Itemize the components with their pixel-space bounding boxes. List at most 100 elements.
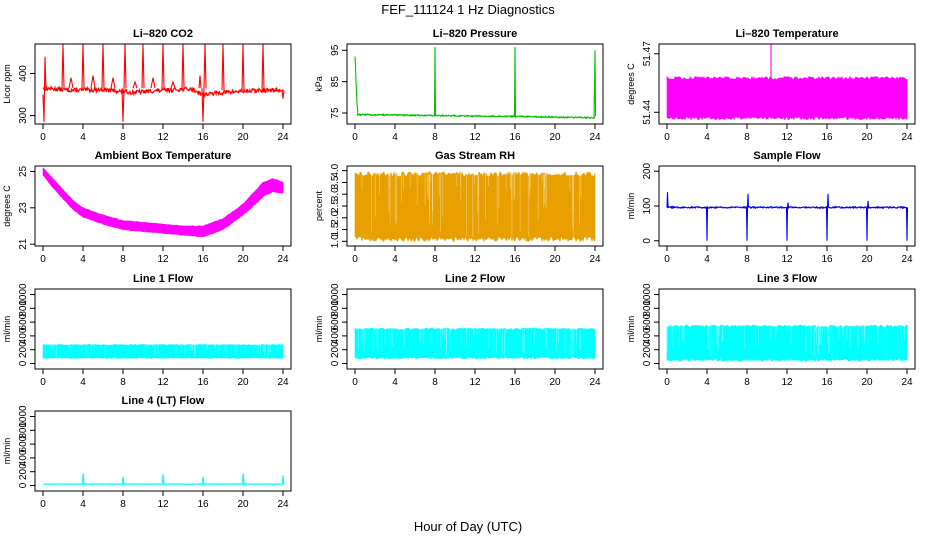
ambient-xtick-label: 0 <box>40 254 46 265</box>
line2-xtick-label: 0 <box>352 377 358 388</box>
line2-band <box>354 327 596 360</box>
panel-line4: Line 4 (LT) Flow 0 4 8 12 16 20 24 0 200400600800… <box>2 395 292 510</box>
co2-spike <box>90 75 96 89</box>
line3-xtick-label: 24 <box>901 377 913 388</box>
li_temp-xtick-label: 0 <box>664 132 670 143</box>
line1-title: Line 1 Flow <box>133 273 193 285</box>
line2-xtick-label: 24 <box>589 377 601 388</box>
line1-ylabel: ml/min <box>2 316 12 343</box>
line1-xtick-label: 16 <box>197 377 209 388</box>
co2-spike <box>42 56 48 122</box>
ambient-ylabel: degrees C <box>2 185 12 227</box>
ambient-series <box>42 167 284 238</box>
line3-ytick-label: 200 <box>642 341 653 358</box>
rh-ytick-label: 1.5 <box>330 222 341 236</box>
ambient-ytick-label: 21 <box>18 238 29 250</box>
co2-spike <box>161 44 165 89</box>
line1-ytick-label: 200 <box>18 341 29 358</box>
panel-pressure: Li–820 Pressure 0 4 8 12 16 20 24 75 85 95 kPa <box>314 28 604 143</box>
co2-spike <box>61 44 65 89</box>
co2-title: Li–820 CO2 <box>133 28 193 40</box>
pressure-xtick-label: 20 <box>549 132 561 143</box>
line4-series <box>42 473 285 486</box>
co2-spike <box>141 44 145 89</box>
sample-spike <box>746 193 750 208</box>
line2-ytick-label: 600 <box>330 313 341 330</box>
line1-ytick-label: 1000 <box>18 283 29 306</box>
line4-spike <box>161 473 165 485</box>
pressure-spike <box>513 47 517 117</box>
line1-band <box>42 343 284 359</box>
line4-xtick-label: 24 <box>277 499 289 510</box>
li_temp-ylabel: degrees C <box>626 63 636 105</box>
sample-xtick-label: 20 <box>861 254 873 265</box>
rh-ytick-label: 3.5 <box>330 175 341 189</box>
pressure-xtick-label: 8 <box>432 132 438 143</box>
li_temp-band <box>666 75 908 121</box>
line4-ytick-label: 200 <box>18 463 29 480</box>
line1-ytick-label: 0 <box>18 360 29 366</box>
line1-xtick-label: 0 <box>40 377 46 388</box>
rh-ytick-label: 2.0 <box>330 210 341 224</box>
line2-ylabel: ml/min <box>314 316 324 343</box>
rh-ytick-label: 1.0 <box>330 234 341 248</box>
line2-xtick-label: 20 <box>549 377 561 388</box>
ambient-ytick-label: 23 <box>18 202 29 214</box>
co2-xtick-label: 20 <box>237 132 249 143</box>
sample-spike <box>785 207 789 241</box>
pressure-ytick-label: 95 <box>330 44 341 56</box>
panel-sample: Sample Flow 0 4 8 12 16 20 24 0 100 200 ml/min <box>626 150 916 265</box>
line1-xtick-label: 24 <box>277 377 289 388</box>
line2-xtick-label: 12 <box>469 377 481 388</box>
co2-spike <box>150 77 156 89</box>
line3-ytick-label: 800 <box>642 300 653 317</box>
rh-xtick-label: 16 <box>509 254 521 265</box>
line4-ytick-label: 600 <box>18 435 29 452</box>
li_temp-ytick-label: 51.44 <box>642 99 653 124</box>
sample-spike <box>865 207 869 241</box>
pressure-xtick-label: 0 <box>352 132 358 143</box>
rh-xtick-label: 12 <box>469 254 481 265</box>
line2-ytick-label: 800 <box>330 300 341 317</box>
line2-xtick-label: 8 <box>432 377 438 388</box>
co2-spike <box>68 77 74 89</box>
co2-xtick-label: 12 <box>157 132 169 143</box>
rh-xtick-label: 0 <box>352 254 358 265</box>
sample-xtick-label: 0 <box>664 254 670 265</box>
pressure-series <box>354 47 597 120</box>
line4-ylabel: ml/min <box>2 438 12 465</box>
co2-spike <box>132 80 138 89</box>
line4-ytick-label: 400 <box>18 449 29 466</box>
panel-rh: Gas Stream RH 0 4 8 12 16 20 24 1.01.52.02.53.03… <box>314 150 604 265</box>
line4-spike <box>241 473 245 485</box>
co2-spike <box>121 88 125 122</box>
sample-xtick-label: 8 <box>744 254 750 265</box>
sample-series <box>666 192 909 241</box>
co2-spike <box>110 77 116 89</box>
li_temp-title: Li–820 Temperature <box>735 28 838 40</box>
line3-xtick-label: 16 <box>821 377 833 388</box>
ambient-ytick-label: 25 <box>18 165 29 177</box>
rh-series <box>354 170 596 243</box>
co2-spike <box>241 44 245 93</box>
pressure-spike <box>433 47 437 116</box>
line4-ytick-label: 0 <box>18 482 29 488</box>
line1-xtick-label: 12 <box>157 377 169 388</box>
line4-spike <box>281 475 285 485</box>
li_temp-xtick-label: 4 <box>704 132 710 143</box>
ambient-xtick-label: 20 <box>237 254 249 265</box>
pressure-spike <box>593 50 597 118</box>
line1-xtick-label: 20 <box>237 377 249 388</box>
line3-xtick-label: 0 <box>664 377 670 388</box>
co2-xtick-label: 4 <box>80 132 86 143</box>
li_temp-xtick-label: 16 <box>821 132 833 143</box>
rh-ytick-label: 4.0 <box>330 163 341 177</box>
pressure-xtick-label: 16 <box>509 132 521 143</box>
sample-spike <box>905 207 909 241</box>
line4-ytick-label: 800 <box>18 422 29 439</box>
li_temp-xtick-label: 20 <box>861 132 873 143</box>
co2-spike <box>201 88 205 122</box>
sample-xtick-label: 12 <box>781 254 793 265</box>
line2-title: Line 2 Flow <box>445 273 505 285</box>
